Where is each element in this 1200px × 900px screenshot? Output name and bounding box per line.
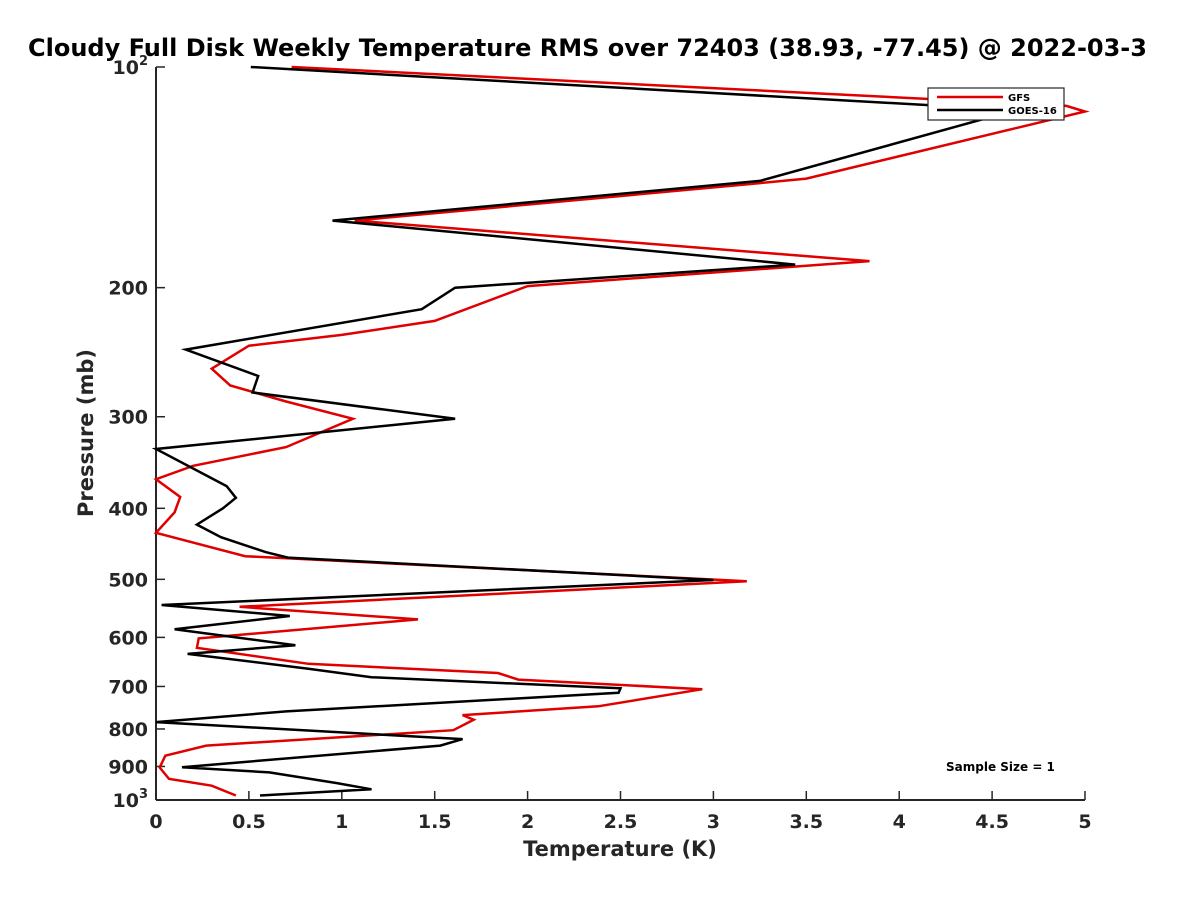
y-tick-label: 900	[108, 756, 148, 778]
y-tick-label: 102	[113, 54, 149, 79]
legend: GFS GOES-16	[927, 87, 1065, 121]
legend-label-goes16: GOES-16	[1008, 106, 1057, 117]
sample-size-annotation: Sample Size = 1	[946, 760, 1055, 774]
x-tick-label: 4.5	[975, 811, 1009, 833]
x-tick-label: 1	[335, 811, 348, 833]
y-tick-exponent: 3	[139, 787, 148, 802]
y-tick-label: 400	[108, 498, 148, 520]
chart-title: Cloudy Full Disk Weekly Temperature RMS …	[28, 34, 1147, 62]
y-tick-label: 500	[108, 569, 148, 591]
x-tick-label: 5	[1078, 811, 1091, 833]
y-tick-label: 300	[108, 407, 148, 429]
x-tick-label: 1.5	[418, 811, 452, 833]
legend-label-gfs: GFS	[1008, 93, 1030, 104]
x-tick-label: 3.5	[789, 811, 823, 833]
y-tick-exponent: 2	[139, 54, 148, 69]
y-tick-label: 103	[113, 787, 149, 812]
series-layer	[151, 65, 1090, 797]
x-tick-label: 2.5	[604, 811, 638, 833]
series-line-gfs	[153, 65, 1090, 797]
y-tick-label: 800	[108, 719, 148, 741]
x-tick-label: 4	[893, 811, 906, 833]
x-tick-label: 2	[521, 811, 534, 833]
y-tick-base: 10	[113, 790, 139, 812]
y-tick-label: 700	[108, 676, 148, 698]
x-axis-ticks: 0 0.5 1 1.5 2 2.5 3 3.5 4 4.5 5	[149, 791, 1092, 833]
x-tick-label: 3	[707, 811, 720, 833]
y-tick-label: 200	[108, 278, 148, 300]
y-tick-label: 600	[108, 627, 148, 649]
series-line-goes16	[151, 65, 1012, 797]
x-tick-label: 0	[149, 811, 162, 833]
y-axis-label: Pressure (mb)	[74, 349, 98, 517]
x-tick-label: 0.5	[232, 811, 266, 833]
x-axis-label: Temperature (K)	[523, 837, 717, 861]
y-tick-base: 10	[113, 57, 139, 79]
legend-box	[927, 87, 1065, 121]
